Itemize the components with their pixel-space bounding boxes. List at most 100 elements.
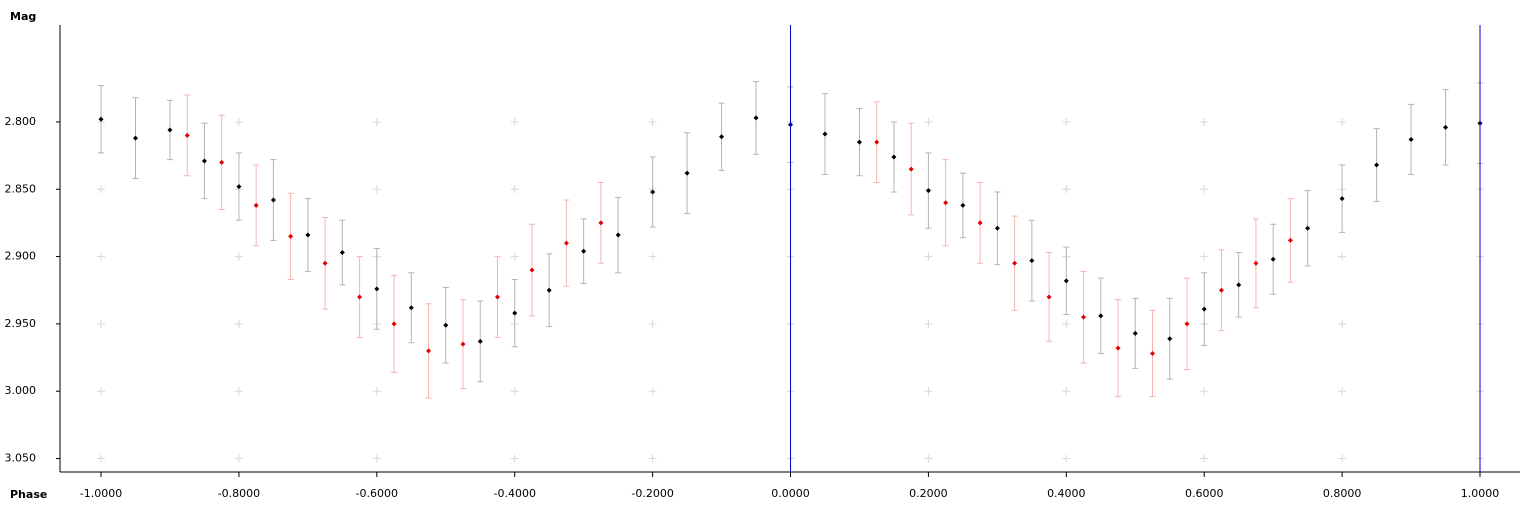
grid-cross <box>1338 387 1347 396</box>
data-point <box>598 220 604 226</box>
data-point <box>1408 136 1414 142</box>
grid-cross <box>648 387 657 396</box>
grid-cross <box>97 185 106 194</box>
grid-cross <box>372 454 381 463</box>
data-point <box>908 166 914 172</box>
data-point <box>925 188 931 194</box>
grid-cross <box>234 454 243 463</box>
data-point <box>219 159 225 165</box>
x-tick-label: -0.8000 <box>218 487 260 500</box>
data-point <box>684 170 690 176</box>
data-point <box>167 127 173 133</box>
data-point <box>1184 321 1190 327</box>
grid-cross <box>372 117 381 126</box>
data-point <box>339 250 345 256</box>
data-point <box>1132 330 1138 336</box>
y-tick-label: 2.850 <box>5 182 37 195</box>
data-point <box>98 116 104 122</box>
data-point <box>822 131 828 137</box>
data-point <box>460 341 466 347</box>
grid-cross <box>97 454 106 463</box>
data-point <box>1115 345 1121 351</box>
data-point <box>1063 278 1069 284</box>
data-point <box>184 132 190 138</box>
data-point <box>994 225 1000 231</box>
data-point <box>1339 196 1345 202</box>
grid-cross <box>924 387 933 396</box>
grid-cross <box>1062 387 1071 396</box>
y-tick-label: 2.800 <box>5 115 37 128</box>
grid-cross <box>1338 319 1347 328</box>
data-point <box>891 154 897 160</box>
data-point <box>615 232 621 238</box>
x-tick-label: 0.8000 <box>1323 487 1362 500</box>
data-point <box>529 267 535 273</box>
data-point <box>1270 256 1276 262</box>
x-tick-label: -0.4000 <box>493 487 535 500</box>
grid-cross <box>510 454 519 463</box>
x-tick-label: -1.0000 <box>80 487 122 500</box>
data-point <box>856 139 862 145</box>
data-point <box>357 294 363 300</box>
grid-cross <box>648 319 657 328</box>
data-point <box>443 322 449 328</box>
data-point <box>874 139 880 145</box>
data-point <box>1374 162 1380 168</box>
data-point <box>408 305 414 311</box>
y-tick-label: 3.000 <box>5 384 37 397</box>
x-tick-label: -0.6000 <box>356 487 398 500</box>
y-tick-label: 2.950 <box>5 317 37 330</box>
grid-cross <box>648 454 657 463</box>
data-point <box>477 338 483 344</box>
data-point <box>1167 336 1173 342</box>
data-point <box>288 233 294 239</box>
x-tick-label: 0.2000 <box>909 487 948 500</box>
grid-cross <box>1200 117 1209 126</box>
grid-cross <box>1338 117 1347 126</box>
x-tick-label: 0.6000 <box>1185 487 1224 500</box>
data-point <box>719 134 725 140</box>
data-point <box>494 294 500 300</box>
data-point <box>1150 351 1156 357</box>
data-point <box>270 197 276 203</box>
grid-cross <box>924 454 933 463</box>
grid-cross <box>1200 387 1209 396</box>
grid-cross <box>510 252 519 261</box>
grid-cross <box>924 117 933 126</box>
y-tick-label: 3.050 <box>5 452 37 465</box>
x-tick-label: -0.2000 <box>631 487 673 500</box>
grid-cross <box>1062 319 1071 328</box>
data-point <box>1098 313 1104 319</box>
grid-cross <box>97 252 106 261</box>
data-point <box>1443 124 1449 130</box>
data-point <box>1029 258 1035 264</box>
data-point <box>1253 260 1259 266</box>
data-point <box>1236 282 1242 288</box>
data-point <box>1305 225 1311 231</box>
grid-cross <box>510 387 519 396</box>
data-point <box>426 348 432 354</box>
data-point <box>201 158 207 164</box>
data-point <box>374 286 380 292</box>
data-point <box>563 240 569 246</box>
data-point <box>977 220 983 226</box>
data-point <box>753 115 759 121</box>
data-point <box>253 202 259 208</box>
grid-cross <box>1200 454 1209 463</box>
grid-cross <box>1062 185 1071 194</box>
data-point <box>391 321 397 327</box>
data-point <box>236 184 242 190</box>
data-point <box>132 135 138 141</box>
data-point <box>1046 294 1052 300</box>
data-point <box>305 232 311 238</box>
data-point <box>1081 314 1087 320</box>
grid-cross <box>648 117 657 126</box>
data-point <box>512 310 518 316</box>
grid-cross <box>648 252 657 261</box>
grid-cross <box>97 319 106 328</box>
grid-cross <box>1200 185 1209 194</box>
data-point <box>1218 287 1224 293</box>
grid-cross <box>372 387 381 396</box>
data-point <box>1201 306 1207 312</box>
